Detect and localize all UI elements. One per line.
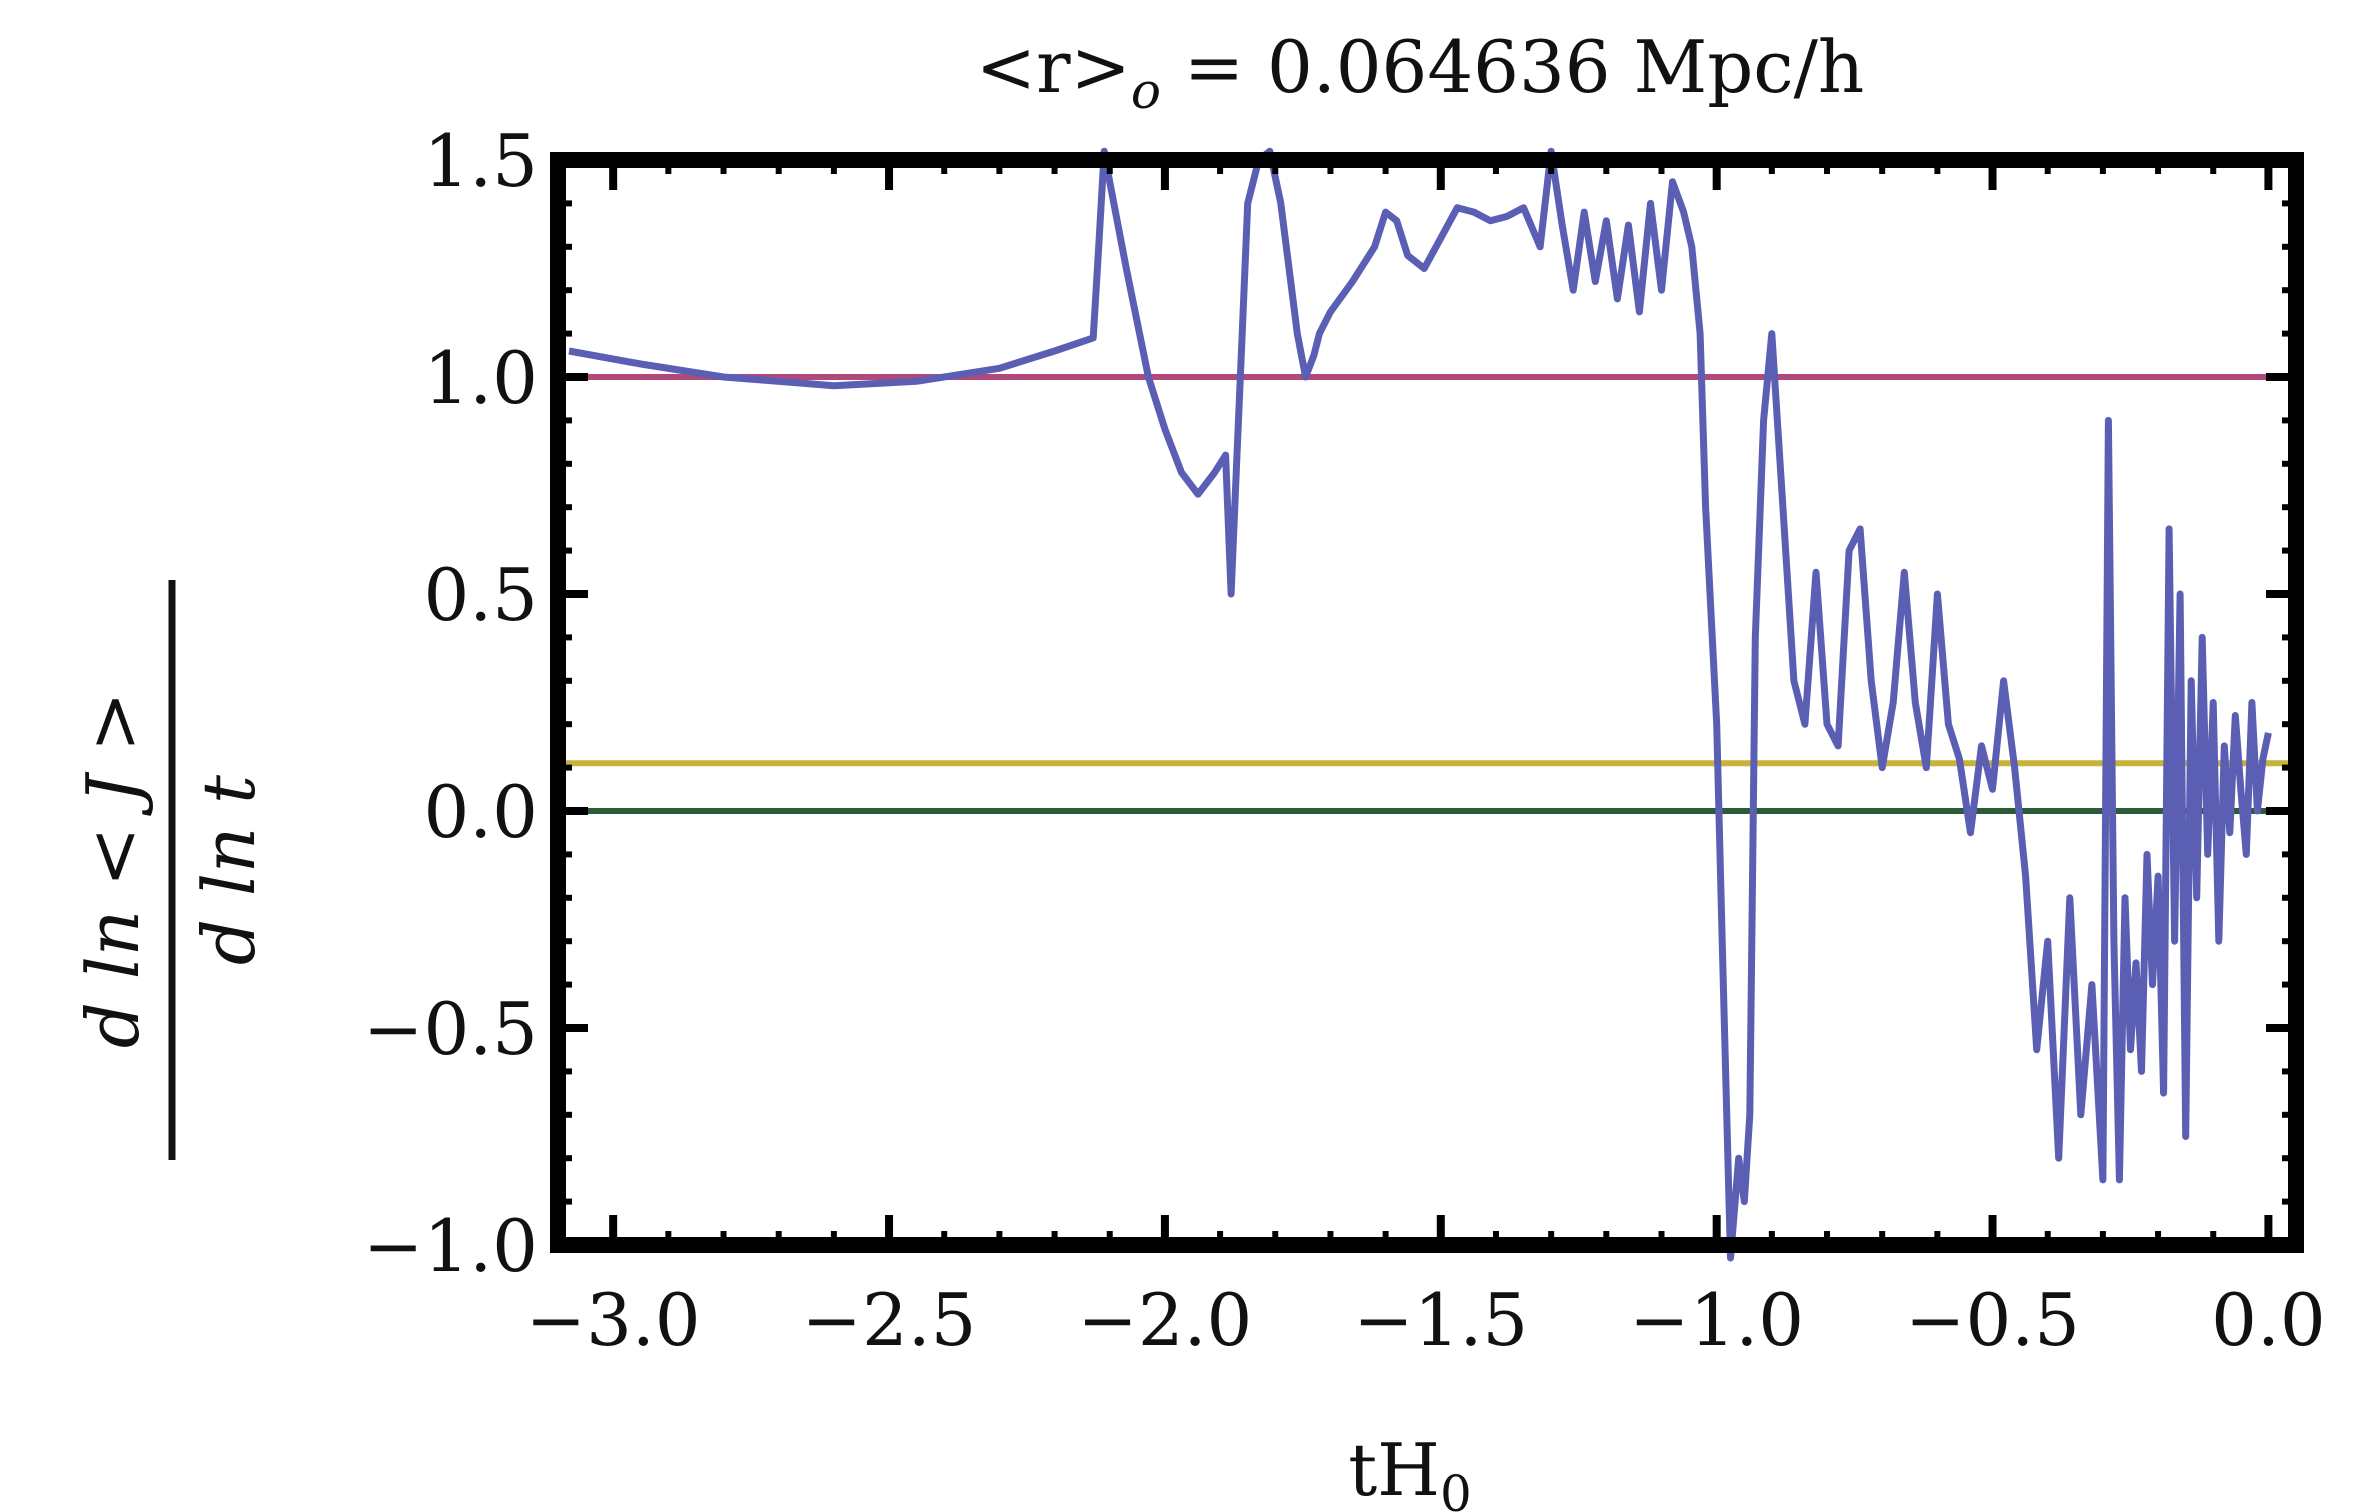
- series-line: [568, 147, 2272, 1262]
- x-tick-label-6: 0.0: [2211, 1278, 2326, 1362]
- x-axis-label: tH0: [1348, 1428, 1472, 1512]
- title-subscript: o: [1131, 62, 1161, 120]
- axis-ticks: [555, 156, 2296, 1249]
- reference-lines: [558, 374, 2296, 814]
- x-label-main: tH: [1348, 1428, 1440, 1512]
- y-tick-label-0: −1.0: [363, 1204, 538, 1288]
- plot-frame: [550, 152, 2304, 1253]
- y-axis-label: d ln < J > d ln t: [71, 580, 271, 1160]
- y-tick-labels: −1.0 −0.5 0.0 0.5 1.0 1.5: [363, 119, 538, 1288]
- x-tick-label-5: −0.5: [1905, 1278, 2080, 1362]
- x-tick-label-0: −3.0: [526, 1278, 701, 1362]
- y-tick-label-2: 0.0: [423, 770, 538, 854]
- y-tick-label-4: 1.0: [423, 336, 538, 420]
- x-tick-label-2: −2.0: [1077, 1278, 1252, 1362]
- y-tick-label-1: −0.5: [363, 987, 538, 1071]
- x-tick-label-1: −2.5: [802, 1278, 977, 1362]
- chart-title: <r>o = 0.064636 Mpc/h: [976, 25, 1865, 120]
- title-prefix: <r>: [976, 25, 1131, 109]
- title-value: = 0.064636 Mpc/h: [1161, 25, 1864, 109]
- x-tick-labels: −3.0 −2.5 −2.0 −1.5 −1.0 −0.5 0.0: [526, 1278, 2326, 1362]
- y-label-numerator: d ln < J >: [71, 692, 155, 1049]
- x-tick-label-3: −1.5: [1353, 1278, 1528, 1362]
- y-label-denominator: d ln t: [187, 774, 271, 965]
- y-tick-label-5: 1.5: [423, 119, 538, 203]
- x-tick-label-4: −1.0: [1629, 1278, 1804, 1362]
- y-tick-label-3: 0.5: [423, 553, 538, 637]
- x-label-subscript: 0: [1440, 1465, 1472, 1512]
